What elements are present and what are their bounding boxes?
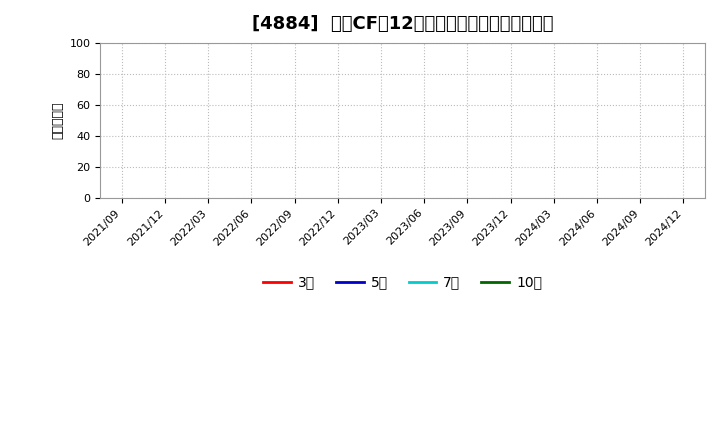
Title: [4884]  営業CFだ12か月移動合計の平均値の推移: [4884] 営業CFだ12か月移動合計の平均値の推移 bbox=[252, 15, 554, 33]
Y-axis label: （百万円）: （百万円） bbox=[51, 102, 64, 139]
Legend: 3年, 5年, 7年, 10年: 3年, 5年, 7年, 10年 bbox=[258, 270, 548, 295]
